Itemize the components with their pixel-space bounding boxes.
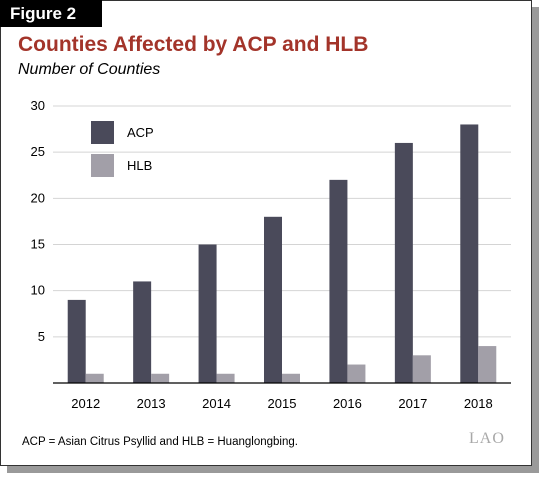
x-tick-label: 2015 xyxy=(268,396,297,411)
y-tick-label: 15 xyxy=(31,237,45,252)
bar-hlb xyxy=(282,373,300,383)
axes: 5 10 15 20 25 30 2012 2013 2014 2015 2016 2017 2018 xyxy=(31,98,511,411)
chart-subtitle: Number of Counties xyxy=(18,61,161,78)
bar-acp xyxy=(329,179,348,383)
frame-shadow-right xyxy=(532,7,539,473)
bar-hlb xyxy=(151,373,170,383)
y-tick-label: 20 xyxy=(31,190,45,205)
lao-logo: LAO xyxy=(469,430,505,447)
footnote: ACP = Asian Citrus Psyllid and HLB = Hua… xyxy=(22,436,298,448)
bars xyxy=(67,124,497,383)
bar-acp xyxy=(67,299,86,383)
bar-hlb xyxy=(412,355,431,383)
bar-acp xyxy=(198,244,217,383)
bar-hlb xyxy=(216,373,235,383)
x-tick-label: 2017 xyxy=(398,396,427,411)
legend-swatch-acp xyxy=(91,121,114,144)
bar-hlb xyxy=(85,373,104,383)
bar-hlb xyxy=(478,346,497,383)
x-tick-label: 2018 xyxy=(464,396,493,411)
legend: ACP HLB xyxy=(91,121,154,177)
x-tick-label: 2014 xyxy=(202,396,231,411)
bar-acp xyxy=(133,281,152,383)
y-tick-label: 30 xyxy=(31,98,45,113)
figure-label: Figure 2 xyxy=(0,0,102,27)
legend-label-hlb: HLB xyxy=(127,158,152,173)
y-tick-label: 10 xyxy=(31,283,45,298)
bar-acp xyxy=(460,124,479,383)
y-tick-label: 25 xyxy=(31,144,45,159)
legend-swatch-hlb xyxy=(91,154,114,177)
bar-hlb xyxy=(347,364,366,383)
x-tick-label: 2012 xyxy=(71,396,100,411)
legend-label-acp: ACP xyxy=(127,125,154,140)
bar-acp xyxy=(394,142,413,383)
frame-shadow-bottom xyxy=(7,466,539,473)
chart-title: Counties Affected by ACP and HLB xyxy=(18,33,369,56)
x-tick-label: 2013 xyxy=(137,396,166,411)
y-tick-label: 5 xyxy=(38,329,45,344)
bar-acp xyxy=(264,216,282,383)
x-tick-label: 2016 xyxy=(333,396,362,411)
